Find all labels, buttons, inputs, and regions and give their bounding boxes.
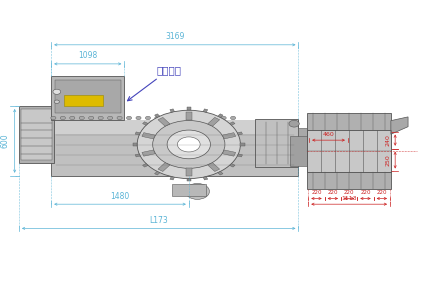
- Bar: [237, 154, 243, 157]
- Bar: [142, 150, 155, 156]
- Text: 460: 460: [323, 132, 334, 137]
- Bar: [158, 163, 170, 172]
- Circle shape: [183, 116, 188, 120]
- Circle shape: [167, 130, 210, 159]
- Text: 1113: 1113: [341, 196, 357, 201]
- Bar: [222, 150, 235, 156]
- Polygon shape: [391, 117, 408, 134]
- Bar: [290, 136, 307, 166]
- Circle shape: [117, 116, 122, 120]
- Circle shape: [89, 116, 94, 120]
- Bar: [142, 133, 155, 139]
- Circle shape: [70, 116, 75, 120]
- Bar: [208, 117, 220, 126]
- Bar: [187, 108, 191, 110]
- Circle shape: [79, 116, 84, 120]
- Text: 220: 220: [360, 190, 371, 195]
- Circle shape: [146, 116, 150, 120]
- Text: 220: 220: [311, 190, 322, 195]
- Bar: [307, 113, 391, 130]
- Circle shape: [54, 100, 60, 104]
- Bar: [133, 143, 137, 146]
- Circle shape: [137, 110, 240, 178]
- Bar: [51, 120, 299, 176]
- Bar: [142, 122, 148, 125]
- Bar: [170, 176, 175, 180]
- Bar: [307, 172, 391, 188]
- Text: 240: 240: [385, 134, 390, 146]
- Bar: [237, 132, 243, 135]
- Bar: [203, 176, 208, 180]
- Circle shape: [108, 116, 113, 120]
- Bar: [154, 114, 160, 118]
- Circle shape: [212, 116, 217, 120]
- Bar: [135, 154, 140, 157]
- Bar: [203, 109, 208, 112]
- Circle shape: [98, 116, 103, 120]
- Text: 250: 250: [385, 154, 390, 166]
- Circle shape: [221, 116, 226, 120]
- Bar: [64, 95, 103, 106]
- Circle shape: [231, 116, 235, 120]
- Text: 1480: 1480: [110, 192, 130, 201]
- Text: L173: L173: [149, 216, 168, 225]
- Bar: [55, 80, 121, 113]
- Bar: [255, 119, 299, 167]
- Circle shape: [136, 116, 141, 120]
- Bar: [158, 117, 170, 126]
- Bar: [222, 133, 235, 139]
- Bar: [21, 109, 52, 160]
- Bar: [154, 171, 160, 175]
- Text: 220: 220: [328, 190, 338, 195]
- Bar: [229, 122, 235, 125]
- Bar: [218, 171, 223, 175]
- Circle shape: [195, 190, 199, 193]
- Circle shape: [164, 116, 169, 120]
- Circle shape: [289, 120, 299, 127]
- Text: 3169: 3169: [165, 32, 184, 41]
- Bar: [307, 130, 391, 172]
- Bar: [186, 112, 192, 120]
- Circle shape: [153, 120, 225, 168]
- Bar: [229, 164, 235, 167]
- Bar: [240, 143, 245, 146]
- Bar: [172, 184, 206, 196]
- Text: 1098: 1098: [78, 51, 97, 60]
- Bar: [51, 76, 124, 120]
- Text: 物料下料: 物料下料: [127, 65, 182, 101]
- Circle shape: [53, 89, 61, 94]
- Circle shape: [191, 187, 203, 195]
- Circle shape: [174, 116, 179, 120]
- Bar: [135, 132, 140, 135]
- Bar: [142, 164, 148, 167]
- Text: 220: 220: [377, 190, 387, 195]
- Circle shape: [60, 116, 65, 120]
- Bar: [208, 163, 220, 172]
- Bar: [299, 128, 307, 158]
- Text: 220: 220: [344, 190, 355, 195]
- Circle shape: [202, 116, 207, 120]
- Circle shape: [193, 116, 198, 120]
- Bar: [51, 120, 299, 134]
- Circle shape: [177, 137, 200, 152]
- Circle shape: [155, 116, 160, 120]
- Bar: [19, 106, 54, 163]
- Circle shape: [185, 183, 209, 199]
- Text: 600: 600: [0, 134, 10, 148]
- Bar: [187, 178, 191, 181]
- Bar: [170, 109, 175, 112]
- Bar: [218, 114, 223, 118]
- Circle shape: [51, 116, 56, 120]
- Circle shape: [127, 116, 131, 120]
- Bar: [186, 168, 192, 176]
